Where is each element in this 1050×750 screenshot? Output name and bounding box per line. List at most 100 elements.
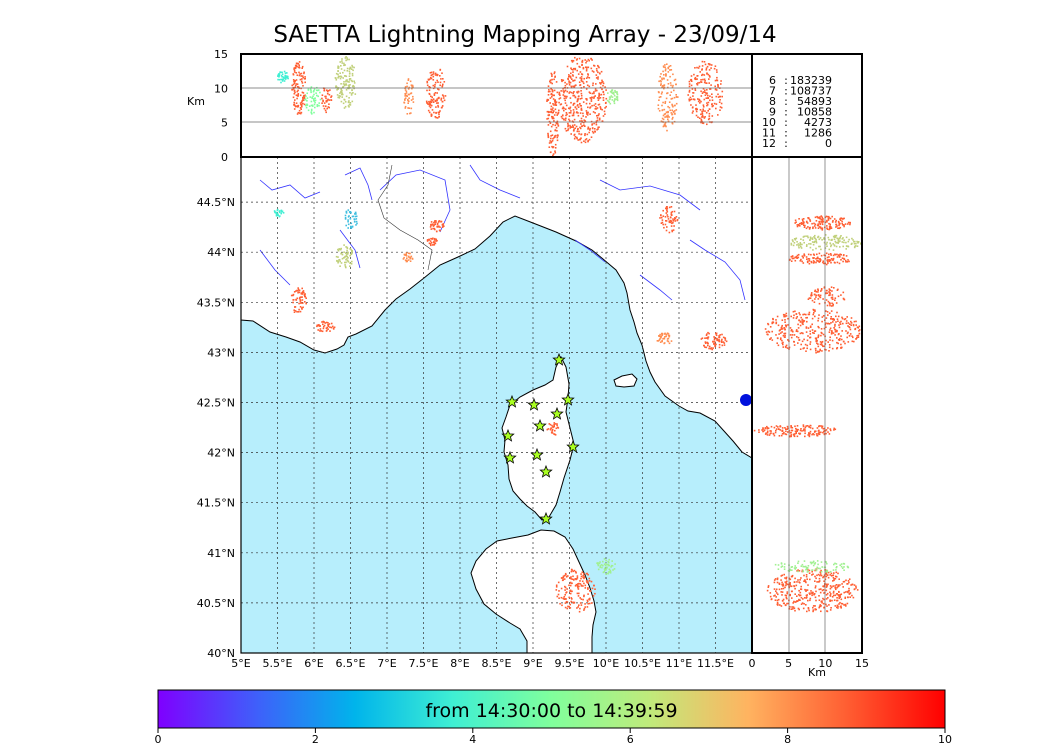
right-xtick-label: 10 — [818, 657, 832, 670]
count-id: 10 — [762, 116, 776, 129]
lma-stations — [501, 352, 580, 525]
star-icon — [566, 439, 580, 453]
colorbar-tick-label: 4 — [469, 733, 476, 746]
lat-tick-label: 44.5°N — [197, 196, 235, 209]
count-id: 7 — [769, 85, 776, 98]
count-sep: : — [784, 85, 788, 98]
station-count-list: 6:1832397:1087378:548939:1085810:427311:… — [762, 74, 832, 150]
lon-tick-label: 6°E — [304, 657, 323, 670]
top-panel-ylabel: Km — [187, 95, 205, 108]
lon-tick-label: 7.5°E — [409, 657, 439, 670]
count-sep: : — [784, 116, 788, 129]
lat-tick-label: 41°N — [207, 547, 235, 560]
right-panel-xticks: 0 5 10 15 — [749, 657, 870, 670]
count-id: 6 — [769, 74, 776, 87]
count-value: 1286 — [804, 127, 832, 140]
counts-panel: 6:1832397:1087378:548939:1085810:427311:… — [751, 53, 863, 158]
top-ytick-label: 10 — [214, 82, 228, 95]
count-value: 0 — [825, 137, 832, 150]
count-sep: : — [784, 95, 788, 108]
colorbar-gradient — [157, 689, 946, 729]
top-ytick-label: 0 — [221, 151, 228, 164]
count-id: 9 — [769, 106, 776, 119]
longitude-labels: 5°E 5.5°E 6°E 6.5°E 7°E 7.5°E 8°E 8.5°E 9°E 9.5°E… — [231, 657, 734, 670]
count-value: 183239 — [790, 74, 832, 87]
latitude-labels: 44.5°N 44°N 43.5°N 43°N 42.5°N 42°N 41.5°N 41°N… — [197, 196, 235, 660]
lon-tick-label: 8°E — [450, 657, 469, 670]
map-graticule — [241, 157, 752, 653]
lon-tick-label: 7°E — [377, 657, 396, 670]
star-icon — [533, 418, 547, 432]
corsica-island — [501, 355, 575, 521]
lat-tick-label: 41.5°N — [197, 497, 235, 510]
sardinia-island — [470, 529, 597, 654]
count-sep: : — [784, 127, 788, 140]
right-panel-frame — [751, 156, 863, 654]
lat-tick-label: 43°N — [207, 346, 235, 359]
lightning-sources-map — [273, 206, 728, 613]
colorbar-tick-label: 0 — [155, 733, 162, 746]
colorbar-tick-label: 10 — [938, 733, 952, 746]
star-icon — [530, 447, 544, 461]
lon-tick-label: 10.5°E — [624, 657, 661, 670]
page-title: SAETTA Lightning Mapping Array - 23/09/1… — [273, 22, 777, 48]
top-panel-yticks: 15 10 5 0 — [214, 48, 228, 164]
colorbar-tick-label: 2 — [312, 733, 319, 746]
star-icon — [501, 428, 515, 442]
lightning-sources-lon-alt — [277, 56, 724, 158]
colorbar-tick-label: 6 — [627, 733, 634, 746]
counts-panel-frame — [751, 53, 863, 158]
lat-tick-label: 44°N — [207, 246, 235, 259]
lon-tick-label: 11°E — [666, 657, 692, 670]
lon-tick-label: 9°E — [523, 657, 542, 670]
right-panel-xlabel: Km — [808, 666, 826, 679]
right-altitude-panel: 0 5 10 15 Km — [749, 156, 870, 679]
top-ytick-label: 5 — [221, 117, 228, 130]
star-icon — [503, 450, 517, 464]
count-sep: : — [784, 74, 788, 87]
colorbar-ticks: 0 2 4 6 8 10 — [155, 728, 952, 746]
lon-tick-label: 10°E — [593, 657, 619, 670]
lat-tick-label: 43.5°N — [197, 296, 235, 309]
lat-tick-label: 40°N — [207, 647, 235, 660]
count-id: 8 — [769, 95, 776, 108]
star-icon — [561, 392, 575, 406]
count-value: 4273 — [804, 116, 832, 129]
star-icon — [552, 352, 566, 366]
count-id: 11 — [762, 127, 776, 140]
count-value: 108737 — [790, 85, 832, 98]
lon-tick-label: 5.5°E — [263, 657, 293, 670]
lon-tick-label: 6.5°E — [336, 657, 366, 670]
river-lines — [259, 164, 746, 301]
colorbar-tick-label: 8 — [784, 733, 791, 746]
mainland-land — [240, 156, 753, 459]
source-cluster-blue — [740, 394, 752, 406]
colorbar-label: from 14:30:00 to 14:39:59 — [425, 700, 678, 722]
top-ytick-label: 15 — [214, 48, 228, 61]
lat-tick-label: 42.5°N — [197, 396, 235, 409]
lon-tick-label: 5°E — [231, 657, 250, 670]
lon-tick-label: 9.5°E — [555, 657, 585, 670]
star-icon — [539, 464, 553, 478]
lat-tick-label: 40.5°N — [197, 597, 235, 610]
star-icon — [527, 397, 541, 411]
right-xtick-label: 15 — [855, 657, 869, 670]
count-value: 10858 — [797, 106, 832, 119]
star-icon — [505, 394, 519, 408]
right-xtick-label: 5 — [785, 657, 792, 670]
right-xtick-label: 0 — [749, 657, 756, 670]
lon-tick-label: 11.5°E — [697, 657, 734, 670]
star-icon — [550, 406, 564, 420]
lat-tick-label: 42°N — [207, 447, 235, 460]
top-altitude-panel: 15 10 5 0 Km — [187, 48, 753, 164]
star-icon — [539, 511, 553, 525]
count-sep: : — [784, 106, 788, 119]
elba-island — [613, 373, 638, 388]
count-id: 12 — [762, 137, 776, 150]
count-sep: : — [784, 137, 788, 150]
map-panel: 5°E 5.5°E 6°E 6.5°E 7°E 7.5°E 8°E 8.5°E 9°E 9.5°E… — [197, 156, 753, 670]
time-colorbar: 0 2 4 6 8 10 — [155, 689, 952, 746]
lon-tick-label: 8.5°E — [482, 657, 512, 670]
border-lines — [377, 164, 433, 271]
